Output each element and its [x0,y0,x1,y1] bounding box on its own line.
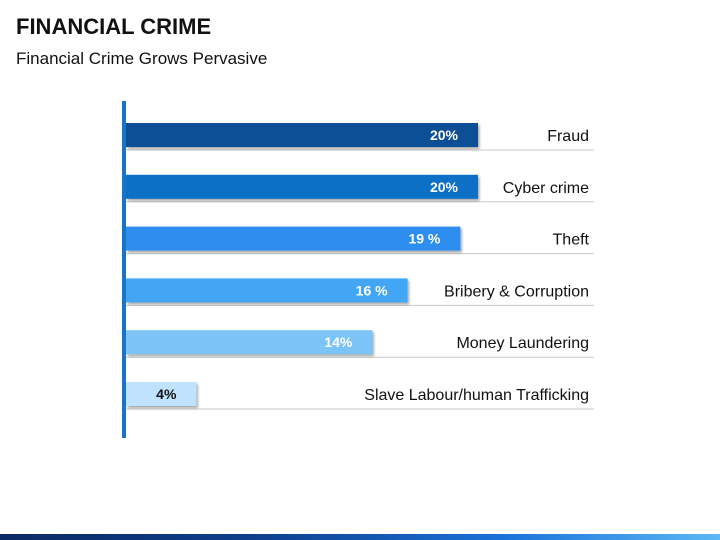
bar-value-label: 20% [430,179,459,195]
category-label: Fraud [547,128,589,145]
category-label: Money Laundering [456,335,589,352]
category-label: Theft [553,232,590,249]
bar [126,382,197,406]
bar-value-label: 16 % [356,282,388,298]
bar-value-label: 14% [324,334,353,350]
bar-value-label: 4% [156,386,177,402]
footer-bar [0,534,720,540]
bar [126,330,373,355]
bar-value-label: 19 % [408,231,440,247]
bar [126,278,408,303]
bar [126,174,478,199]
category-label: Slave Labour/human Trafficking [364,387,589,404]
y-axis-line [122,101,126,438]
category-label: Cyber crime [503,180,589,197]
bar [126,226,461,251]
page-title: FINANCIAL CRIME [16,14,212,39]
bar [126,123,478,147]
category-label: Bribery & Corruption [444,283,589,300]
page-subtitle: Financial Crime Grows Pervasive [16,49,268,68]
bar-value-label: 20% [430,127,459,143]
